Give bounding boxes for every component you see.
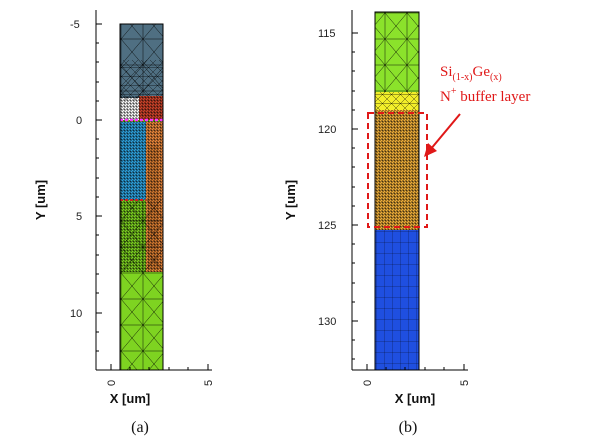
caption-b: (b) bbox=[399, 419, 418, 436]
y-axis-label-b: Y [um] bbox=[283, 180, 298, 220]
y-ticks-a bbox=[96, 23, 102, 352]
x-tick-label-b-0: 0 bbox=[362, 380, 374, 386]
y-tick-label-a-3: 10 bbox=[70, 308, 82, 320]
region-sige-buffer-mesh bbox=[375, 110, 419, 230]
x-axis-label-b: X [um] bbox=[395, 391, 435, 406]
region-substrate-b-mesh bbox=[375, 230, 419, 370]
x-ticks-b bbox=[366, 364, 465, 370]
y-tick-label-a-2: 5 bbox=[76, 211, 82, 223]
caption-a: (a) bbox=[131, 419, 149, 436]
y-tick-label-b-2: 125 bbox=[318, 220, 336, 232]
x-ticks-a bbox=[110, 364, 209, 370]
region-gate-mesh bbox=[120, 96, 163, 120]
y-tick-label-b-3: 130 bbox=[318, 316, 336, 328]
y-ticks-b bbox=[352, 32, 358, 360]
annotation-arrow-line bbox=[429, 113, 461, 151]
figure-b: Si(1-x)Ge(x) N+ buffer layer 115 bbox=[283, 10, 530, 436]
annotation-arrow-head bbox=[424, 143, 437, 157]
region-upper-drift-mesh bbox=[375, 12, 419, 92]
y-tick-label-b-0: 115 bbox=[318, 28, 336, 40]
x-axis-label-a: X [um] bbox=[110, 391, 150, 406]
region-top-oxide-fine-mesh bbox=[120, 60, 163, 100]
annotation-line-2: N+ buffer layer bbox=[440, 86, 530, 105]
x-tick-label-a-1: 5 bbox=[203, 380, 215, 386]
y-axis-label-a: Y [um] bbox=[33, 180, 48, 220]
region-yellow-transition-mesh bbox=[375, 92, 419, 110]
annotation-line-1: Si(1-x)Ge(x) bbox=[440, 64, 502, 83]
region-substrate-mesh bbox=[120, 200, 163, 370]
y-tick-label-b-1: 120 bbox=[318, 124, 336, 136]
x-tick-label-b-1: 5 bbox=[459, 380, 471, 386]
buffer-highlight-box bbox=[367, 112, 428, 228]
x-tick-label-a-0: 0 bbox=[106, 380, 118, 386]
figure-a: -5 0 5 10 0 5 X [um] Y [um] (a) bbox=[33, 10, 215, 436]
y-tick-label-a-1: 0 bbox=[76, 115, 82, 127]
y-tick-label-a-0: -5 bbox=[70, 19, 80, 31]
